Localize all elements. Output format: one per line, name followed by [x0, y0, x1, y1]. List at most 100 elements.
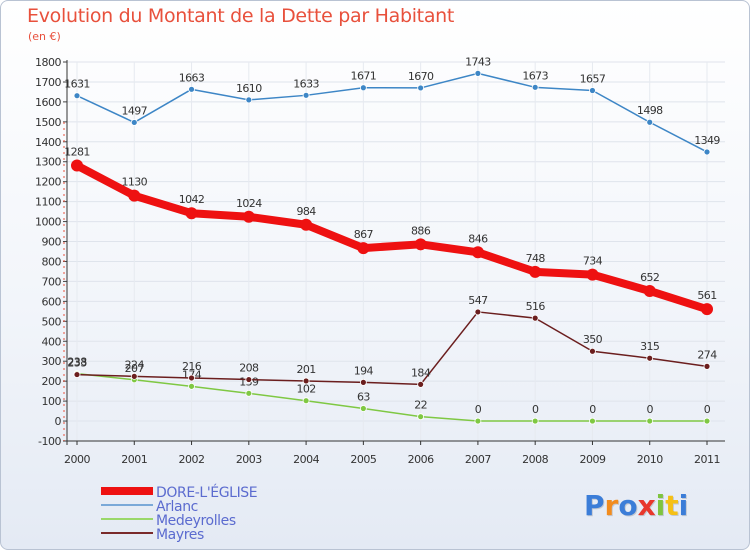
data-point [529, 265, 542, 278]
data-point [245, 96, 253, 104]
data-point [703, 417, 711, 425]
logo-letter: x [637, 489, 656, 522]
data-label: 0 [532, 403, 539, 416]
x-tick-label: 2001 [121, 453, 147, 466]
y-tick-label: 1100 [35, 196, 61, 209]
data-label: 238 [67, 356, 87, 369]
legend-label: Mayres [156, 527, 204, 543]
series-line [76, 311, 708, 386]
data-point [589, 347, 596, 355]
data-point [300, 218, 313, 231]
x-tick-label: 2010 [637, 453, 663, 466]
data-label: 207 [125, 362, 145, 375]
data-point [474, 308, 482, 316]
legend-swatch [101, 532, 153, 534]
data-point [188, 382, 195, 390]
data-label: 22 [414, 399, 427, 412]
x-tick-label: 2005 [350, 453, 376, 466]
data-label: 1633 [293, 77, 319, 90]
y-tick-label: 700 [42, 275, 62, 288]
data-label: 274 [697, 348, 717, 361]
data-label: 867 [354, 228, 374, 241]
data-label: 652 [640, 271, 659, 284]
proxiti-logo: Proxiti [584, 489, 688, 522]
data-point [417, 413, 425, 421]
data-point [414, 238, 427, 251]
data-point [185, 207, 198, 220]
data-point [646, 417, 654, 425]
data-point [128, 189, 141, 202]
data-point [188, 374, 195, 382]
data-label: 1349 [694, 134, 720, 147]
data-label: 63 [357, 390, 370, 403]
data-point [188, 85, 195, 93]
data-point [71, 159, 83, 172]
data-point [589, 87, 596, 94]
data-point [531, 417, 539, 425]
data-point [302, 377, 310, 385]
data-point [586, 268, 599, 281]
y-tick-label: 1700 [35, 76, 61, 89]
x-tick-label: 2009 [579, 453, 605, 466]
y-tick-label: 500 [42, 315, 62, 328]
data-label: 1631 [64, 78, 90, 91]
data-point [302, 397, 310, 405]
data-label: 1281 [64, 146, 90, 159]
data-label: 0 [589, 403, 596, 416]
data-label: 1663 [179, 71, 205, 84]
data-label: 734 [583, 255, 603, 268]
y-tick-label: 600 [42, 295, 62, 308]
data-label: 1610 [236, 82, 262, 95]
x-tick-label: 2011 [694, 453, 720, 466]
data-point [242, 210, 255, 223]
data-point [245, 376, 253, 383]
data-label: 516 [526, 300, 546, 313]
data-label: 0 [475, 403, 482, 416]
y-tick-label: 1800 [35, 56, 61, 69]
legend-label: Arlanc [156, 499, 198, 515]
data-point [359, 405, 367, 412]
y-tick-label: -100 [38, 435, 61, 448]
data-point [703, 148, 711, 156]
data-label: 1673 [522, 69, 548, 82]
data-label: 561 [697, 289, 716, 302]
data-point [531, 83, 539, 91]
series-line [76, 72, 708, 153]
data-point [130, 372, 138, 380]
legend-label: DORE-L'ÉGLISE [156, 485, 258, 501]
data-point [417, 380, 425, 388]
series-line [76, 372, 708, 422]
logo-letter: o [618, 489, 638, 522]
data-label: 1743 [465, 55, 491, 68]
chart-title: Evolution du Montant de la Dette par Hab… [27, 5, 455, 27]
y-tick-label: 800 [42, 255, 62, 268]
legend-swatch [101, 518, 153, 520]
legend-label: Medeyrolles [156, 513, 236, 529]
data-label: 1042 [179, 193, 205, 206]
data-label: 208 [239, 362, 259, 375]
data-label: 201 [296, 363, 315, 376]
chart-subtitle: (en €) [28, 30, 61, 43]
data-label: 233 [67, 357, 87, 370]
data-point [646, 118, 654, 126]
x-tick-label: 2000 [64, 453, 90, 466]
data-point [357, 242, 370, 255]
data-label: 1497 [121, 104, 147, 117]
data-point [417, 84, 425, 92]
data-label: 194 [354, 364, 374, 377]
y-tick-label: 1600 [35, 96, 61, 109]
data-point [474, 69, 482, 77]
y-tick-label: 900 [42, 236, 62, 249]
x-tick-label: 2004 [293, 453, 319, 466]
y-tick-label: 400 [42, 335, 62, 348]
data-point [703, 362, 711, 370]
data-point [471, 246, 484, 259]
data-point [646, 354, 654, 362]
logo-letter: t [665, 489, 679, 522]
data-label: 984 [296, 205, 316, 218]
data-label: 748 [526, 252, 546, 265]
x-tick-label: 2008 [522, 453, 548, 466]
y-tick-label: 1500 [35, 116, 61, 129]
y-tick-label: 1400 [35, 136, 61, 149]
data-label: 1130 [121, 176, 147, 189]
